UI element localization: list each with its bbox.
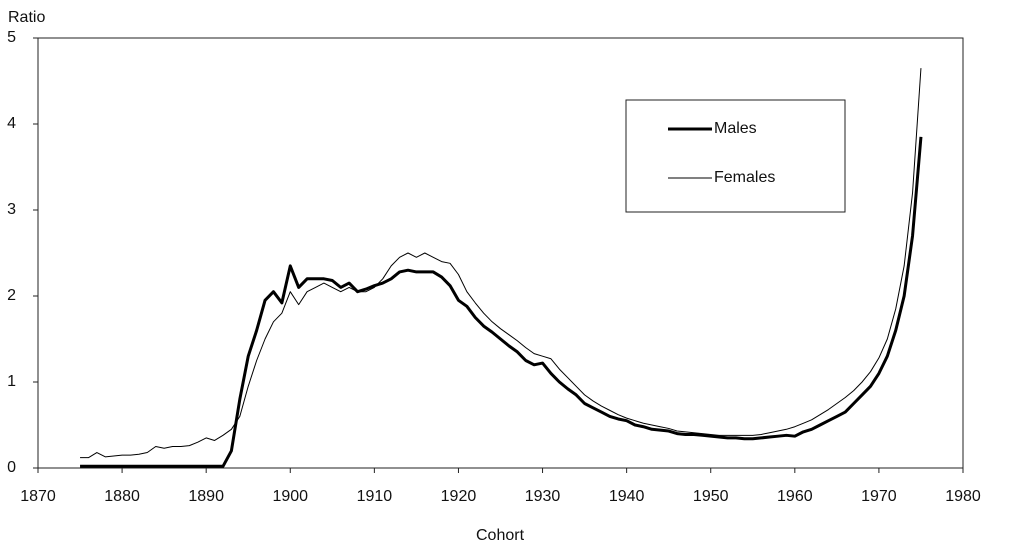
x-axis-label: Cohort (476, 527, 525, 544)
y-tick-label: 5 (7, 29, 16, 46)
plot-frame (37, 37, 964, 469)
y-tick-label: 1 (7, 373, 16, 390)
y-axis-label: Ratio (8, 9, 45, 26)
x-tick-label: 1870 (20, 488, 56, 505)
x-tick-label: 1960 (777, 488, 813, 505)
series-line (80, 136, 923, 468)
x-tick-label: 1890 (188, 488, 224, 505)
series-line (80, 68, 922, 459)
x-tick-label: 1940 (609, 488, 645, 505)
x-tick-label: 1900 (272, 488, 308, 505)
x-tick-label: 1930 (525, 488, 561, 505)
y-tick-label: 4 (7, 115, 16, 132)
x-tick-label: 1950 (693, 488, 729, 505)
y-tick-label: 0 (7, 459, 16, 476)
legend-label: Males (714, 120, 757, 137)
y-tick-label: 3 (7, 201, 16, 218)
y-tick-label: 2 (7, 287, 16, 304)
x-tick-label: 1880 (104, 488, 140, 505)
x-tick-label: 1910 (357, 488, 393, 505)
x-tick-label: 1970 (861, 488, 897, 505)
x-tick-label: 1920 (441, 488, 477, 505)
x-tick-label: 1980 (945, 488, 981, 505)
legend-box (625, 99, 846, 213)
legend-label: Females (714, 169, 775, 186)
